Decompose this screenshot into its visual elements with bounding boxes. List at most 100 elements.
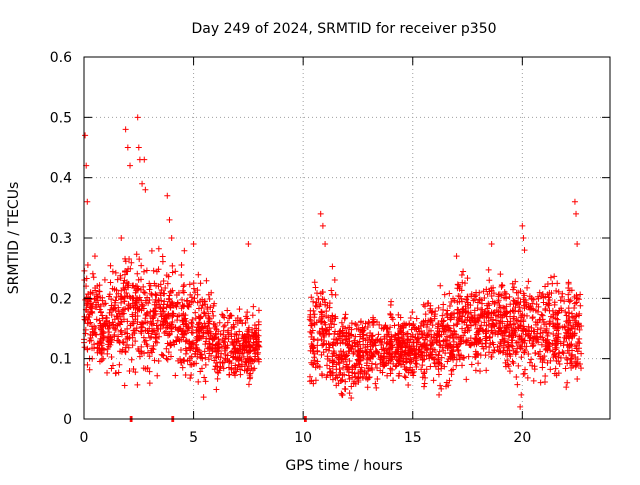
data-point (567, 360, 574, 367)
data-point (202, 341, 209, 348)
data-point (322, 299, 329, 306)
data-point (522, 347, 529, 354)
data-point (160, 305, 167, 312)
data-point (441, 291, 448, 298)
data-point (458, 271, 465, 278)
data-point (508, 342, 515, 349)
data-point (106, 291, 113, 298)
data-point (133, 251, 140, 258)
data-point (495, 325, 502, 332)
data-point (146, 286, 153, 293)
data-point (129, 342, 136, 349)
data-point (215, 335, 222, 342)
data-point (178, 271, 185, 278)
data-point (402, 374, 409, 381)
data-point (243, 359, 250, 366)
data-point (177, 356, 184, 363)
data-point (245, 381, 252, 388)
data-point (428, 317, 435, 324)
data-point (542, 283, 549, 290)
data-point (370, 352, 377, 359)
data-point (339, 352, 346, 359)
data-point (350, 350, 357, 357)
data-point (428, 341, 435, 348)
data-point (328, 287, 335, 294)
data-point (511, 329, 518, 336)
data-point (455, 316, 462, 323)
data-point (479, 340, 486, 347)
data-point (540, 299, 547, 306)
data-point (448, 299, 455, 306)
data-point (404, 367, 411, 374)
data-point (120, 339, 127, 346)
data-point (431, 359, 438, 366)
data-point (488, 310, 495, 317)
data-point (197, 368, 204, 375)
data-point (362, 320, 369, 327)
data-point (413, 357, 420, 364)
data-point (87, 319, 94, 326)
data-point (530, 342, 537, 349)
data-point (235, 357, 242, 364)
data-point (198, 365, 205, 372)
data-point (143, 267, 150, 274)
data-point (566, 317, 573, 324)
data-point (121, 286, 128, 293)
data-point (393, 353, 400, 360)
data-point (483, 286, 490, 293)
data-point (373, 384, 380, 391)
data-point (194, 299, 201, 306)
data-point (245, 324, 252, 331)
data-point (90, 274, 97, 281)
data-point (435, 366, 442, 373)
data-point (549, 307, 556, 314)
data-point (543, 329, 550, 336)
data-point (244, 309, 251, 316)
data-point (455, 306, 462, 313)
data-point (183, 318, 190, 325)
data-point (438, 365, 445, 372)
data-point (384, 372, 391, 379)
data-point (164, 323, 171, 330)
data-point (152, 310, 159, 317)
data-point (415, 339, 422, 346)
peak-point (134, 114, 141, 121)
data-point (210, 312, 217, 319)
data-point (542, 343, 549, 350)
data-point (348, 383, 355, 390)
data-point (242, 319, 249, 326)
data-point (383, 349, 390, 356)
data-point (86, 366, 93, 373)
data-point (463, 296, 470, 303)
data-point (164, 312, 171, 319)
data-point (98, 331, 105, 338)
peak-point (127, 162, 134, 169)
data-point (383, 331, 390, 338)
data-point (447, 355, 454, 362)
data-point (167, 353, 174, 360)
data-point (576, 310, 583, 317)
y-tick-label: 0.5 (50, 110, 72, 126)
data-point (224, 319, 231, 326)
data-point (363, 348, 370, 355)
data-point (346, 341, 353, 348)
data-point (120, 280, 127, 287)
data-point (462, 303, 469, 310)
data-point (329, 376, 336, 383)
data-point (319, 325, 326, 332)
data-point (427, 318, 434, 325)
data-point (574, 348, 581, 355)
data-point (151, 327, 158, 334)
data-point (471, 312, 478, 319)
data-point (189, 316, 196, 323)
data-point (120, 306, 127, 313)
data-point (112, 269, 119, 276)
data-point (332, 291, 339, 298)
data-point (565, 326, 572, 333)
data-point (99, 297, 106, 304)
data-point (240, 353, 247, 360)
data-point (313, 299, 320, 306)
data-point (440, 301, 447, 308)
data-point (229, 348, 236, 355)
data-point (523, 303, 530, 310)
